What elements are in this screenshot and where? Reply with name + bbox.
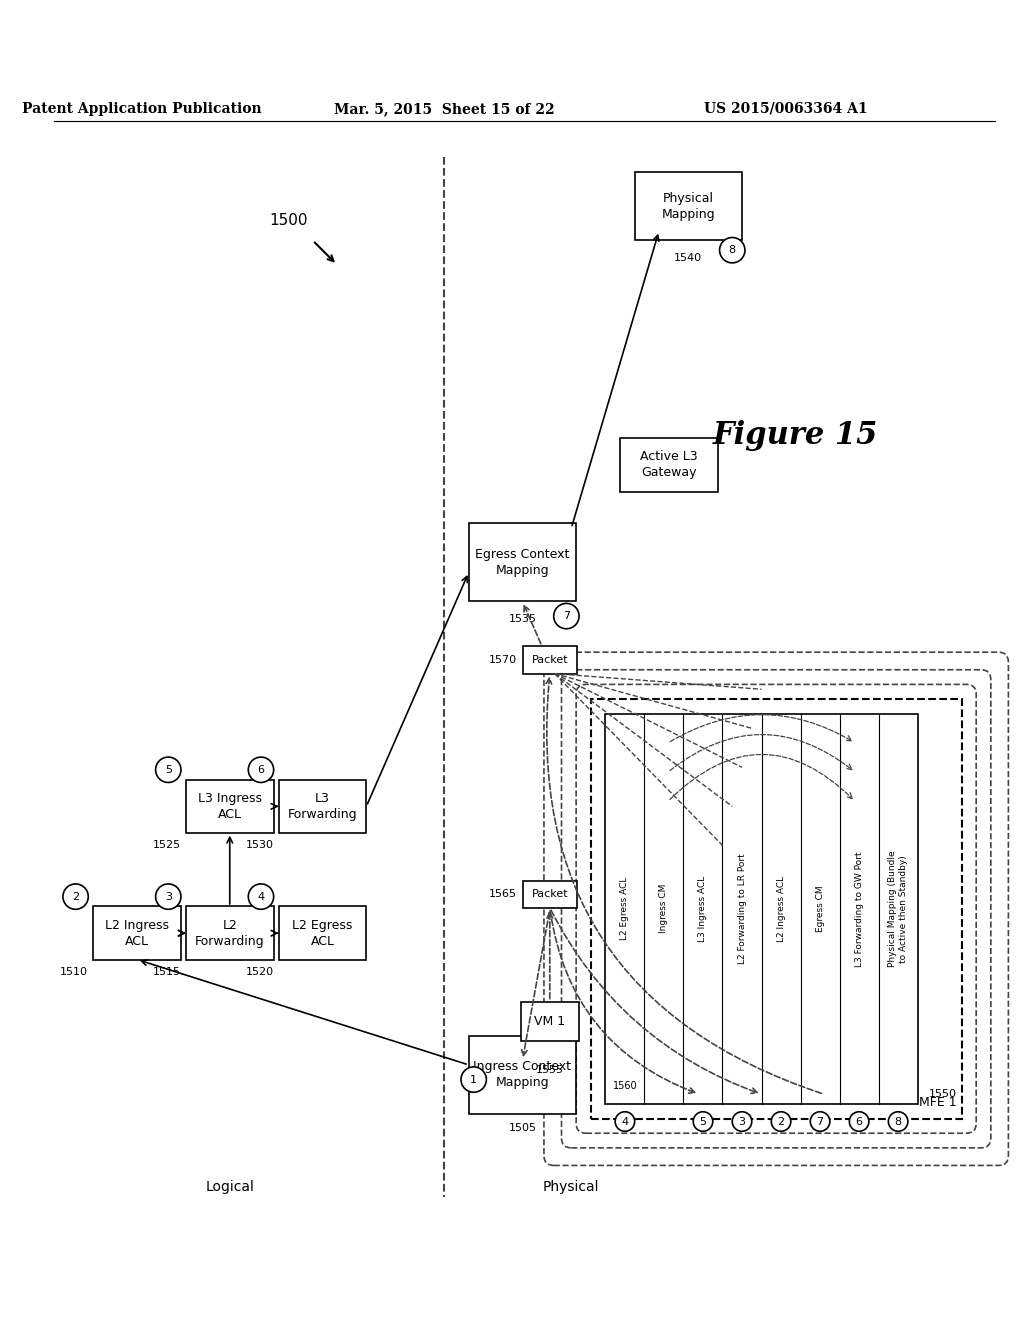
Text: L3 Ingress ACL: L3 Ingress ACL <box>698 875 708 942</box>
Text: Egress Context
Mapping: Egress Context Mapping <box>475 548 569 577</box>
Text: 3: 3 <box>165 891 172 902</box>
Text: Physical: Physical <box>543 1180 599 1193</box>
Text: Physical Mapping (Bundle
to Active then Standby): Physical Mapping (Bundle to Active then … <box>889 850 908 968</box>
Text: 1510: 1510 <box>60 966 88 977</box>
Text: Physical
Mapping: Physical Mapping <box>662 191 715 220</box>
Text: 1560: 1560 <box>612 1081 637 1092</box>
Text: Egress CM: Egress CM <box>815 886 824 932</box>
Text: 6: 6 <box>856 1117 862 1126</box>
Text: 1: 1 <box>470 1074 477 1085</box>
FancyBboxPatch shape <box>185 907 273 960</box>
Text: 1515: 1515 <box>153 966 181 977</box>
Text: L3
Forwarding: L3 Forwarding <box>288 792 357 821</box>
Text: 1520: 1520 <box>246 966 273 977</box>
Text: 1565: 1565 <box>489 890 517 899</box>
Text: 2: 2 <box>777 1117 784 1126</box>
Text: 1540: 1540 <box>674 253 702 263</box>
Text: Ingress Context
Mapping: Ingress Context Mapping <box>473 1060 571 1089</box>
Text: 1505: 1505 <box>509 1123 537 1134</box>
Text: 5: 5 <box>699 1117 707 1126</box>
Text: L2
Forwarding: L2 Forwarding <box>195 919 264 948</box>
Text: L2 Ingress
ACL: L2 Ingress ACL <box>105 919 169 948</box>
FancyBboxPatch shape <box>621 438 718 491</box>
Text: 5: 5 <box>165 764 172 775</box>
Text: Logical: Logical <box>206 1180 254 1193</box>
FancyBboxPatch shape <box>523 647 577 673</box>
Text: L2 Egress
ACL: L2 Egress ACL <box>292 919 352 948</box>
Text: 2: 2 <box>72 891 79 902</box>
Text: L2 Ingress ACL: L2 Ingress ACL <box>776 875 785 942</box>
FancyBboxPatch shape <box>185 780 273 833</box>
Text: VM 1: VM 1 <box>535 1015 565 1027</box>
FancyBboxPatch shape <box>591 700 962 1118</box>
Circle shape <box>554 603 579 628</box>
FancyBboxPatch shape <box>605 714 918 1104</box>
Text: Active L3
Gateway: Active L3 Gateway <box>640 450 697 479</box>
Circle shape <box>248 758 273 783</box>
Text: 8: 8 <box>895 1117 902 1126</box>
Circle shape <box>615 1111 635 1131</box>
FancyBboxPatch shape <box>279 907 367 960</box>
Text: 1530: 1530 <box>246 840 273 850</box>
Circle shape <box>248 884 273 909</box>
Text: L3 Forwarding to GW Port: L3 Forwarding to GW Port <box>855 851 863 966</box>
Text: Ingress CM: Ingress CM <box>659 884 669 933</box>
Circle shape <box>156 758 181 783</box>
Text: 4: 4 <box>257 891 264 902</box>
Circle shape <box>732 1111 752 1131</box>
Text: 1570: 1570 <box>488 655 517 665</box>
Text: 7: 7 <box>816 1117 823 1126</box>
Circle shape <box>461 1067 486 1092</box>
Text: 1550: 1550 <box>929 1089 956 1100</box>
Text: L2 Forwarding to LR Port: L2 Forwarding to LR Port <box>737 854 746 964</box>
Text: 4: 4 <box>622 1117 629 1126</box>
Text: L3 Ingress
ACL: L3 Ingress ACL <box>198 792 262 821</box>
FancyBboxPatch shape <box>469 1036 577 1114</box>
Circle shape <box>62 884 88 909</box>
Circle shape <box>771 1111 791 1131</box>
Text: Figure 15: Figure 15 <box>713 420 879 451</box>
Text: MFE 1: MFE 1 <box>920 1096 956 1109</box>
Text: L2 Egress ACL: L2 Egress ACL <box>621 876 630 940</box>
Circle shape <box>889 1111 908 1131</box>
Text: 1535: 1535 <box>509 614 537 624</box>
Text: 1555: 1555 <box>536 1065 564 1074</box>
FancyBboxPatch shape <box>523 880 577 908</box>
Text: Packet: Packet <box>531 655 568 665</box>
Text: US 2015/0063364 A1: US 2015/0063364 A1 <box>705 102 867 116</box>
FancyBboxPatch shape <box>520 1002 579 1040</box>
Circle shape <box>720 238 744 263</box>
Text: 1500: 1500 <box>269 214 307 228</box>
FancyBboxPatch shape <box>93 907 181 960</box>
Text: Patent Application Publication: Patent Application Publication <box>23 102 262 116</box>
Text: 7: 7 <box>563 611 570 622</box>
Text: Mar. 5, 2015  Sheet 15 of 22: Mar. 5, 2015 Sheet 15 of 22 <box>334 102 555 116</box>
Text: 8: 8 <box>729 246 736 255</box>
Circle shape <box>849 1111 868 1131</box>
Circle shape <box>693 1111 713 1131</box>
Text: 3: 3 <box>738 1117 745 1126</box>
FancyBboxPatch shape <box>635 172 742 240</box>
Text: Packet: Packet <box>531 890 568 899</box>
FancyBboxPatch shape <box>279 780 367 833</box>
Text: 1525: 1525 <box>153 840 181 850</box>
Circle shape <box>810 1111 829 1131</box>
Circle shape <box>156 884 181 909</box>
Text: 6: 6 <box>257 764 264 775</box>
FancyBboxPatch shape <box>469 524 577 602</box>
